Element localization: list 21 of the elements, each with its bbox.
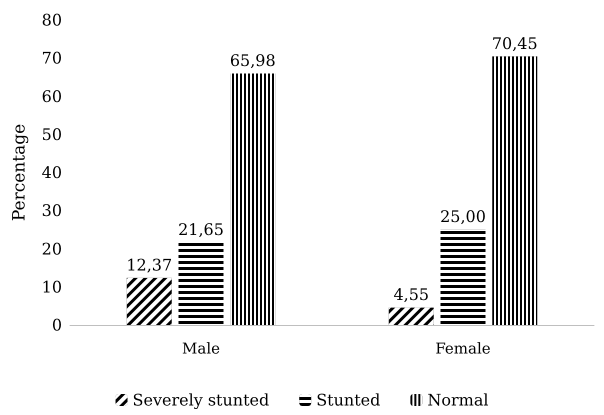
data-label: 25,00 (440, 207, 486, 226)
y-tick-label: 10 (42, 277, 62, 296)
legend-label: Severely stunted (132, 390, 270, 410)
legend-label: Normal (427, 390, 488, 410)
data-label: 21,65 (178, 220, 224, 239)
y-tick-label: 0 (52, 316, 62, 334)
legend-label: Stunted (316, 390, 380, 410)
y-tick-label: 80 (42, 10, 62, 30)
y-tick-label: 20 (42, 239, 62, 258)
y-axis-title: Percentage (10, 124, 30, 222)
y-tick-label: 50 (42, 124, 62, 144)
x-tick-label: Female (435, 340, 491, 358)
x-tick-label: Male (182, 340, 220, 358)
y-tick-label: 60 (42, 86, 62, 106)
data-label: 70,45 (492, 34, 538, 53)
y-tick-label: 40 (42, 163, 62, 182)
y-tick-label: 30 (42, 201, 62, 220)
data-label: 4,55 (393, 285, 430, 304)
data-label: 65,98 (230, 50, 276, 70)
data-label: 12,37 (126, 255, 172, 274)
y-tick-label: 70 (42, 48, 62, 68)
